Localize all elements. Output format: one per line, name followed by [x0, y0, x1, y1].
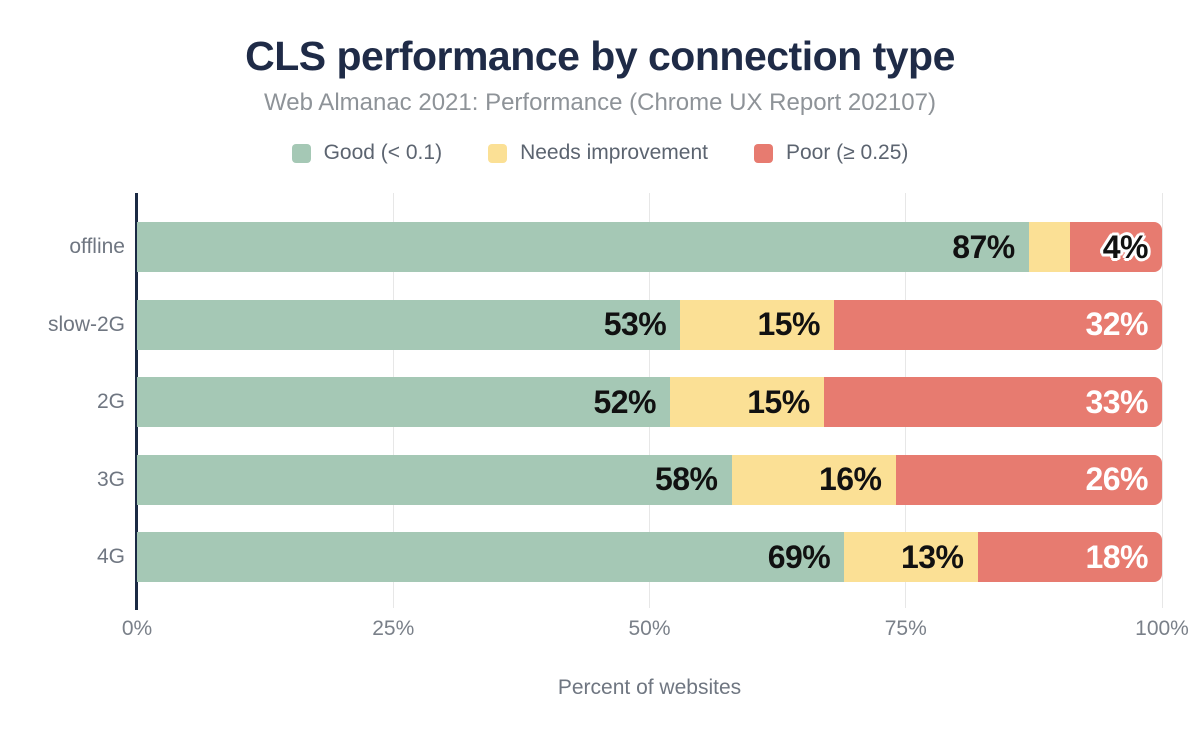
- bar-row-slow-2g: 53% 15% 32%: [137, 299, 1162, 350]
- bar-label-2g-good: 52%: [593, 383, 656, 420]
- bar-segment-4g-good: 69%: [137, 532, 845, 582]
- bar-label-3g-poor: 26%: [1085, 461, 1148, 497]
- bar-label-2g-needs-improvement: 15%: [747, 383, 810, 420]
- legend-label-needs-improvement: Needs improvement: [520, 141, 708, 164]
- y-category-label-2g: 2G: [96, 390, 125, 413]
- y-category-label-3g: 3G: [96, 467, 125, 491]
- bar-label-offline-good: 87%: [952, 228, 1015, 265]
- chart-title: CLS performance by connection type: [245, 33, 955, 79]
- y-category-label-offline: offline: [69, 235, 125, 258]
- bar-segment-2g-needs-improvement: 15%: [670, 377, 824, 427]
- bar-segment-offline-needs-improvement: [1028, 222, 1070, 272]
- legend-label-good: Good (< 0.1): [323, 141, 443, 164]
- bar-row-2g: 52% 15% 33%: [137, 377, 1162, 427]
- x-tick-label-50: 50%: [628, 617, 671, 640]
- bar-label-4g-poor: 18%: [1085, 538, 1148, 575]
- y-category-label-4g: 4G: [96, 545, 125, 568]
- bar-segment-slow-2g-needs-improvement: 15%: [680, 299, 834, 350]
- y-category-label-slow-2g: slow-2G: [47, 312, 125, 336]
- bar-segment-offline-good: 87%: [137, 222, 1029, 272]
- chart-subtitle: Web Almanac 2021: Performance (Chrome UX…: [264, 89, 936, 116]
- x-tick-label-0: 0%: [121, 617, 153, 640]
- bar-segment-2g-poor: 33%: [823, 377, 1162, 427]
- legend-swatch-good-icon: [291, 143, 311, 163]
- legend-swatch-needs-improvement-icon: [488, 143, 508, 163]
- bar-segment-slow-2g-poor: 32%: [834, 299, 1162, 350]
- bar-row-4g: 69% 13% 18%: [137, 532, 1162, 582]
- gridline-100: [1161, 193, 1163, 608]
- bar-segment-4g-needs-improvement: 13%: [844, 532, 978, 582]
- bar-label-3g-needs-improvement: 16%: [818, 461, 882, 497]
- legend-label-poor: Poor (≥ 0.25): [785, 141, 909, 164]
- bar-row-offline: 87% 4%: [137, 222, 1162, 272]
- legend-item-needs-improvement: Needs improvement: [488, 141, 708, 165]
- bar-label-4g-good: 69%: [767, 538, 831, 575]
- bar-segment-slow-2g-good: 53%: [137, 299, 681, 350]
- bar-label-slow-2g-needs-improvement: 15%: [757, 306, 820, 342]
- bar-label-slow-2g-poor: 32%: [1085, 306, 1148, 342]
- legend: Good (< 0.1) Needs improvement Poor (≥ 0.2…: [0, 141, 1200, 165]
- x-tick-label-75: 75%: [884, 617, 927, 640]
- bar-label-3g-good: 58%: [654, 461, 718, 497]
- legend-swatch-poor-icon: [753, 143, 773, 163]
- y-axis-line: [135, 193, 138, 610]
- legend-item-good: Good (< 0.1): [291, 141, 443, 165]
- bar-segment-3g-good: 58%: [137, 454, 732, 505]
- bar-segment-2g-good: 52%: [137, 377, 670, 427]
- bar-label-4g-needs-improvement: 13%: [900, 538, 964, 575]
- bar-segment-3g-needs-improvement: 16%: [731, 454, 896, 505]
- x-axis-title: Percent of websites: [557, 676, 742, 699]
- bar-label-2g-poor: 33%: [1085, 383, 1148, 420]
- x-tick-label-100: 100%: [1135, 617, 1189, 640]
- bar-label-slow-2g-good: 53%: [603, 306, 667, 342]
- bar-segment-3g-poor: 26%: [895, 454, 1162, 505]
- bar-row-3g: 58% 16% 26%: [137, 454, 1162, 505]
- x-tick-label-25: 25%: [372, 617, 415, 640]
- bar-label-offline-poor: 4%: [1102, 228, 1149, 265]
- legend-item-poor: Poor (≥ 0.25): [753, 141, 909, 165]
- plot-area: offline 87% 4% slow-2G 53% 15% 32% 2G 52% 15% 33% 3…: [48, 193, 1189, 640]
- bar-segment-4g-poor: 18%: [977, 532, 1162, 582]
- bar-segment-offline-poor: 4%: [1069, 222, 1162, 272]
